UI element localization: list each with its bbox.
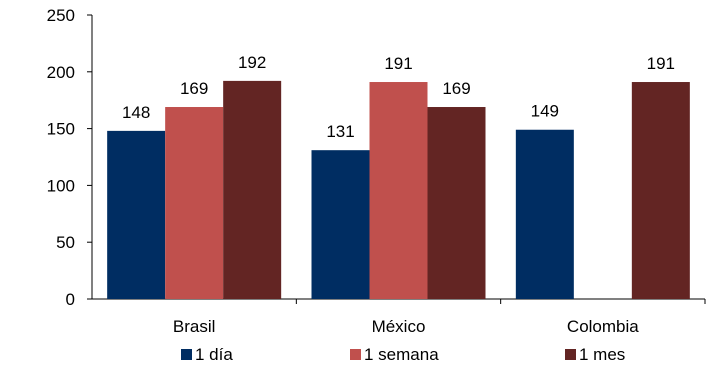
x-axis: Brasil México Colombia <box>92 298 706 336</box>
legend-label: 1 día <box>195 345 233 364</box>
legend: 1 día 1 semana 1 mes <box>181 345 625 364</box>
y-tick-label: 100 <box>47 176 75 195</box>
bar <box>369 82 428 299</box>
data-label: 191 <box>384 54 412 73</box>
y-tick-label: 0 <box>66 290 75 309</box>
legend-label: 1 mes <box>579 345 625 364</box>
bar <box>107 130 166 299</box>
bar <box>515 129 574 299</box>
data-labels: 148 169 192 131 191 169 149 191 <box>122 53 675 141</box>
bars <box>107 80 690 300</box>
y-tick-label: 250 <box>47 6 75 25</box>
y-tick-label: 200 <box>47 63 75 82</box>
legend-swatch <box>350 349 361 360</box>
bar <box>311 150 370 299</box>
bar <box>427 107 486 300</box>
category-label: México <box>372 317 426 336</box>
legend-swatch <box>181 349 192 360</box>
legend-label: 1 semana <box>364 345 439 364</box>
category-label: Brasil <box>173 317 216 336</box>
data-label: 131 <box>326 122 354 141</box>
bar <box>165 107 224 300</box>
data-label: 192 <box>238 53 266 72</box>
y-axis: 0 50 100 150 200 250 <box>47 6 93 309</box>
data-label: 149 <box>531 102 559 121</box>
data-label: 169 <box>180 79 208 98</box>
y-tick-label: 50 <box>56 233 75 252</box>
y-tick-label: 150 <box>47 120 75 139</box>
data-label: 191 <box>647 54 675 73</box>
category-label: Colombia <box>567 317 639 336</box>
data-label: 148 <box>122 103 150 122</box>
bar <box>223 80 282 299</box>
legend-swatch <box>565 349 576 360</box>
bar <box>631 82 690 299</box>
data-label: 169 <box>442 79 470 98</box>
